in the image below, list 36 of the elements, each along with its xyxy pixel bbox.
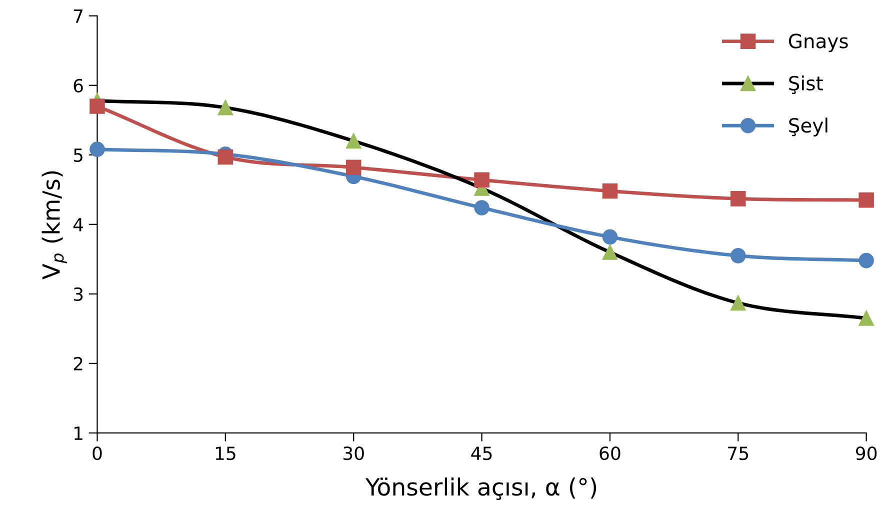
x-tick-label: 30 (343, 446, 364, 460)
y-tick-label: 3 (74, 287, 83, 302)
legend-label: Şeyl (789, 118, 828, 136)
point (730, 191, 746, 206)
x-tick-label: 15 (216, 446, 236, 460)
point (602, 229, 618, 245)
x-tick-label: 60 (600, 446, 620, 460)
y-tick-label: 7 (74, 10, 82, 23)
x-axis-title: Yönserlik açısı, α (°) (365, 478, 596, 500)
point (218, 149, 234, 165)
point (90, 98, 105, 114)
x-tick-label: 90 (856, 446, 877, 460)
legend-label: Şist (789, 75, 823, 94)
y-tick-label: 2 (74, 356, 82, 370)
point (346, 133, 362, 149)
x-tick-label: 45 (471, 446, 492, 460)
y-tick-label: 6 (74, 78, 83, 92)
y-axis-title: V$_{p}$ (km/s) (42, 171, 67, 280)
point (858, 310, 874, 326)
point (474, 200, 490, 216)
y-tick-label: 1 (74, 426, 82, 440)
point (730, 295, 746, 311)
x-tick-label: 75 (728, 446, 748, 460)
point (602, 244, 618, 260)
y-tick-label: 4 (73, 218, 84, 232)
y-tick-label: 5 (74, 148, 82, 162)
point (218, 100, 234, 116)
point (602, 183, 618, 199)
point (730, 248, 746, 264)
point (346, 160, 362, 176)
point (90, 142, 105, 157)
x-tick-label: 0 (92, 446, 102, 460)
point (858, 192, 874, 208)
point (474, 172, 490, 188)
point (858, 252, 874, 268)
legend-label: Gnays (788, 34, 848, 52)
